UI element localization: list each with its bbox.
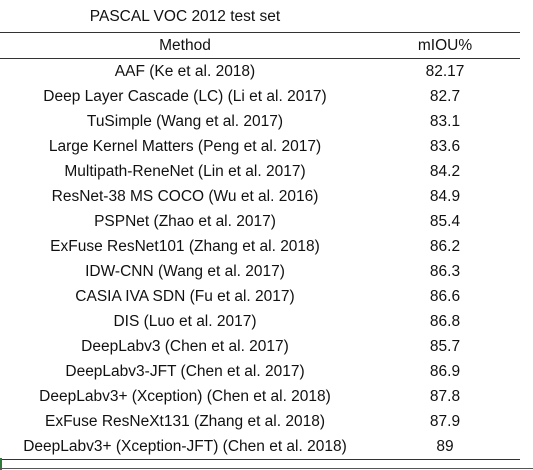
table-row: CASIA IVA SDN (Fu et al. 2017) 86.6 [0, 284, 520, 309]
method-cell: ExFuse ResNet101 (Zhang et al. 2018) [50, 238, 320, 255]
table-row: TuSimple (Wang et al. 2017) 83.1 [0, 109, 520, 134]
miou-cell: 85.7 [429, 338, 461, 355]
method-cell: ResNet-38 MS COCO (Wu et al. 2016) [51, 188, 319, 205]
table-caption: PASCAL VOC 2012 test set [89, 8, 281, 25]
method-cell: PSPNet (Zhao et al. 2017) [94, 213, 276, 230]
method-cell: DIS (Luo et al. 2017) [113, 313, 257, 330]
miou-cell: 84.9 [429, 188, 461, 205]
method-cell: DeepLabv3+ (Xception) (Chen et al. 2018) [39, 388, 331, 405]
method-cell: ExFuse ResNeXt131 (Zhang et al. 2018) [44, 413, 325, 430]
miou-cell: 84.2 [429, 163, 461, 180]
selection-edge-marker [0, 458, 2, 470]
table-row: Large Kernel Matters (Peng et al. 2017) 8… [0, 134, 520, 159]
table-row: PSPNet (Zhao et al. 2017) 85.4 [0, 209, 520, 234]
method-cell: Deep Layer Cascade (LC) (Li et al. 2017) [43, 88, 327, 105]
table-row: DeepLabv3+ (Xception-JFT) (Chen et al. 2… [0, 434, 520, 460]
miou-cell: 86.3 [429, 263, 461, 280]
miou-cell: 83.1 [429, 113, 461, 130]
miou-cell: 85.4 [429, 213, 461, 230]
method-cell: AAF (Ke et al. 2018) [114, 63, 256, 80]
table-row: AAF (Ke et al. 2018) 82.17 [0, 59, 520, 85]
miou-cell: 86.9 [429, 363, 461, 380]
miou-cell: 87.9 [429, 413, 461, 430]
miou-cell: 89 [370, 434, 520, 460]
method-cell: Multipath-ReneNet (Lin et al. 2017) [64, 163, 306, 180]
bottom-divider [0, 468, 533, 469]
method-cell: Large Kernel Matters (Peng et al. 2017) [48, 138, 322, 155]
table-row: Multipath-ReneNet (Lin et al. 2017) 84.2 [0, 159, 520, 184]
method-cell: DeepLabv3+ (Xception-JFT) (Chen et al. 2… [0, 434, 370, 460]
table-row: IDW-CNN (Wang et al. 2017) 86.3 [0, 259, 520, 284]
miou-cell: 82.17 [425, 63, 465, 80]
miou-cell: 86.2 [429, 238, 461, 255]
miou-cell: 83.6 [429, 138, 461, 155]
method-cell: DeepLabv3-JFT (Chen et al. 2017) [65, 363, 305, 380]
method-cell: TuSimple (Wang et al. 2017) [86, 113, 284, 130]
table-row: DeepLabv3 (Chen et al. 2017) 85.7 [0, 334, 520, 359]
table-row: ResNet-38 MS COCO (Wu et al. 2016) 84.9 [0, 184, 520, 209]
method-cell: IDW-CNN (Wang et al. 2017) [85, 263, 285, 280]
results-table: Method mIOU% AAF (Ke et al. 2018) 82.17 D… [0, 32, 520, 460]
miou-cell: 87.8 [429, 388, 461, 405]
table-row: ExFuse ResNeXt131 (Zhang et al. 2018) 87.… [0, 409, 520, 434]
table-row: DeepLabv3-JFT (Chen et al. 2017) 86.9 [0, 359, 520, 384]
method-cell: DeepLabv3 (Chen et al. 2017) [81, 338, 289, 355]
method-column-header: Method [0, 32, 370, 59]
header-row: Method mIOU% [0, 32, 520, 59]
table-row: Deep Layer Cascade (LC) (Li et al. 2017)… [0, 84, 520, 109]
table-row: DeepLabv3+ (Xception) (Chen et al. 2018)… [0, 384, 520, 409]
miou-cell: 86.6 [429, 288, 461, 305]
table-row: DIS (Luo et al. 2017) 86.8 [0, 309, 520, 334]
table-row: ExFuse ResNet101 (Zhang et al. 2018) 86.2 [0, 234, 520, 259]
miou-column-header: mIOU% [370, 32, 520, 59]
method-cell: CASIA IVA SDN (Fu et al. 2017) [75, 288, 295, 305]
miou-cell: 86.8 [429, 313, 461, 330]
miou-cell: 82.7 [429, 88, 461, 105]
